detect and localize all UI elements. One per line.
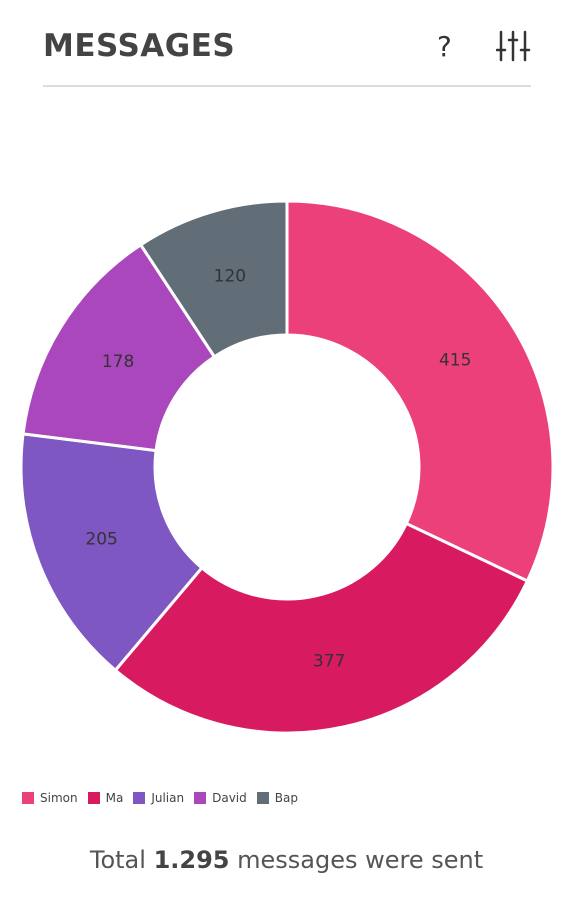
slice <box>19 432 204 673</box>
slice-label: 120 <box>214 266 246 286</box>
donut-chart: 415 377 205 178 120 <box>19 199 555 735</box>
legend-swatch <box>256 792 269 804</box>
legend-label: Ma <box>105 791 124 805</box>
legend-label: Julian <box>151 791 185 805</box>
help-button[interactable]: ? <box>437 30 452 63</box>
divider <box>43 85 531 87</box>
slice <box>138 199 289 359</box>
legend-label: Bap <box>274 791 298 805</box>
legend-item[interactable]: David <box>194 791 247 805</box>
legend-label: David <box>212 791 247 805</box>
slice-label: 415 <box>439 351 471 371</box>
legend-swatch <box>22 792 34 804</box>
slice-label: 377 <box>313 651 345 671</box>
title: MESSAGES <box>43 28 236 64</box>
filter-button[interactable] <box>496 30 532 64</box>
legend: Simon Ma Julian David Bap <box>22 791 298 805</box>
legend-label: Simon <box>40 791 78 805</box>
legend-item[interactable]: Bap <box>256 791 298 805</box>
slice-label: 205 <box>85 529 117 549</box>
footer-prefix: Total <box>89 846 146 874</box>
slice <box>285 199 555 583</box>
legend-item[interactable]: Julian <box>133 791 184 805</box>
legend-swatch <box>87 792 100 804</box>
footer: Total 1.295 messages were sent <box>0 846 573 874</box>
legend-item[interactable]: Simon <box>22 791 78 805</box>
legend-item[interactable]: Ma <box>87 791 124 805</box>
slice <box>113 521 530 735</box>
footer-suffix: messages were sent <box>237 846 484 874</box>
legend-swatch <box>194 792 207 804</box>
legend-swatch <box>133 792 146 804</box>
slice <box>21 242 217 453</box>
slice-label: 178 <box>102 352 134 372</box>
footer-total: 1.295 <box>153 846 230 874</box>
